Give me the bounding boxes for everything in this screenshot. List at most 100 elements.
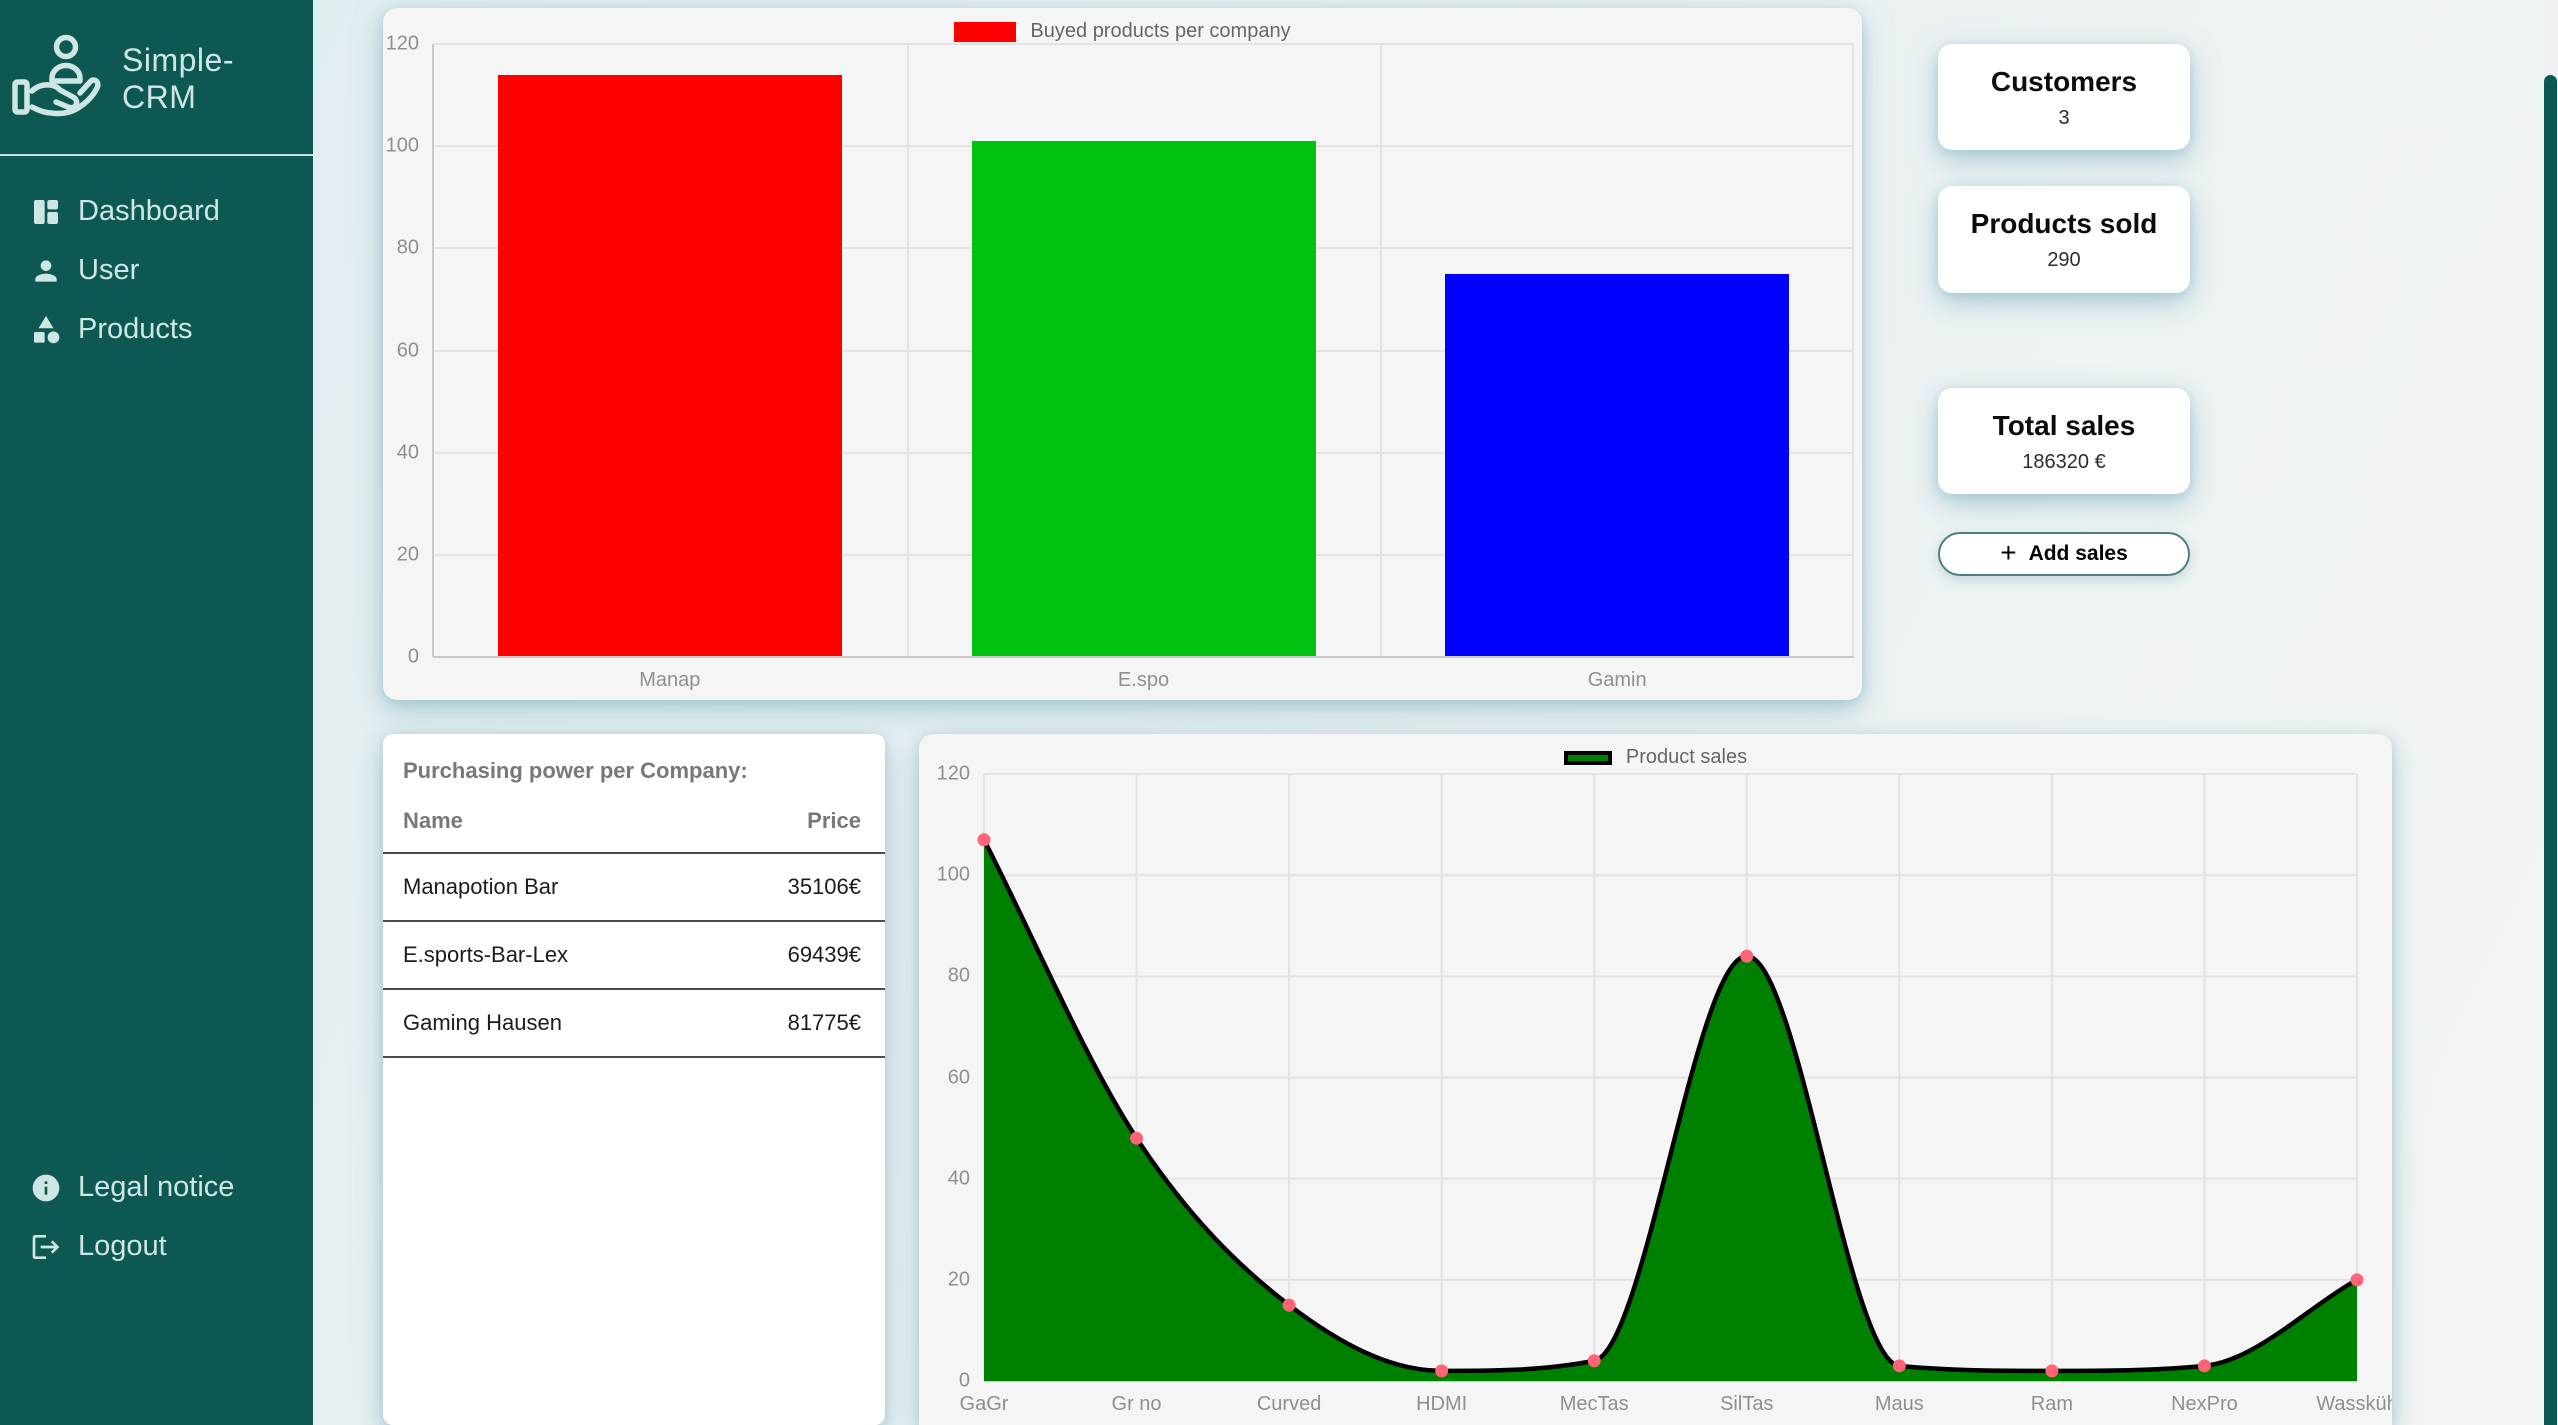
bar-manap [497, 74, 842, 657]
plot-right-border [1852, 44, 1854, 657]
stat-value: 186320 € [2022, 451, 2106, 473]
x-axis-label: Wassküh [2316, 1393, 2392, 1415]
company-name-cell: E.sports-Bar-Lex [383, 921, 703, 990]
company-name-cell: Gaming Hausen [383, 989, 703, 1058]
sidebar-item-products[interactable]: Products [0, 300, 313, 359]
sidebar-item-label: Legal notice [78, 1171, 235, 1203]
y-tick-label: 80 [396, 236, 419, 259]
data-point-wassk-h [2350, 1273, 2364, 1287]
plus-icon: + [2000, 536, 2017, 568]
sidebar-nav: Dashboard User Products [0, 156, 313, 359]
sidebar-item-label: Logout [78, 1230, 167, 1262]
sidebar-item-label: User [78, 254, 140, 286]
data-point-curved [1282, 1298, 1296, 1312]
bar-chart-plot: 0 20 40 60 80 100 120 Manap E.spo Gamin [386, 33, 1854, 691]
bar-e-spo [971, 141, 1316, 657]
sidebar-item-logout[interactable]: Logout [0, 1217, 313, 1276]
user-icon [30, 255, 62, 287]
bar-chart-card: Buyed products per company 0 20 40 60 80 100 1… [383, 8, 1862, 700]
y-tick-label: 20 [396, 543, 419, 566]
total-sales-card: Total sales 186320 € [1938, 388, 2190, 494]
y-tick-label: 100 [936, 863, 970, 886]
column-header-price: Price [702, 796, 885, 854]
line-legend-label: Product sales [1625, 746, 1748, 768]
data-point-ram [2045, 1364, 2059, 1378]
bar-gamin [1445, 273, 1790, 657]
stat-value: 3 [2058, 107, 2070, 129]
sidebar-divider [0, 154, 313, 156]
sidebar-item-user[interactable]: User [0, 241, 313, 300]
stat-value: 290 [2047, 249, 2081, 271]
y-tick-label: 0 [958, 1369, 970, 1392]
hand-person-logo-icon [10, 31, 114, 127]
x-axis-label: E.spo [1117, 669, 1170, 691]
sidebar-item-dashboard[interactable]: Dashboard [0, 182, 313, 241]
line-chart-legend[interactable]: Product sales [919, 746, 2392, 769]
x-axis-label: Gamin [1587, 669, 1647, 691]
table-header-row: Name Price [383, 796, 885, 854]
data-point-nexpro [2197, 1359, 2211, 1373]
sidebar-bottom-nav: Legal notice Logout [0, 1158, 313, 1276]
logo: Simple-CRM [0, 0, 313, 148]
x-axis-label: HDMI [1416, 1393, 1468, 1415]
stat-title: Customers [1990, 66, 2138, 97]
area-fill [984, 839, 2357, 1381]
purchasing-power-card: Purchasing power per Company: Name Price… [383, 734, 885, 1425]
line-chart-plot: 0 20 40 60 80 100 120 GaGr Gr no Curved HDMI MecTas… [937, 763, 2392, 1416]
table-title: Purchasing power per Company: [403, 758, 748, 783]
stat-title: Products sold [1970, 208, 2158, 239]
x-axis-label: Manap [639, 669, 701, 691]
bar-legend-label: Buyed products per company [1030, 20, 1291, 42]
price-cell: 35106€ [702, 853, 885, 922]
data-point-mectas [1587, 1354, 1601, 1368]
x-axis-label: GaGr [959, 1393, 1009, 1415]
legend-swatch-red [954, 21, 1017, 42]
sidebar-item-legal-notice[interactable]: Legal notice [0, 1158, 313, 1217]
add-sales-button[interactable]: + Add sales [1938, 532, 2190, 576]
price-cell: 81775€ [702, 989, 885, 1058]
data-point-hdmi [1435, 1364, 1449, 1378]
x-axis-label: Ram [2030, 1393, 2073, 1415]
scrollbar-thumb[interactable] [2544, 75, 2557, 1425]
stat-title: Total sales [1992, 410, 2136, 441]
y-tick-label: 60 [947, 1066, 970, 1088]
data-point-gagr [977, 833, 991, 847]
data-point-gr-no [1130, 1131, 1144, 1145]
x-axis-label: SilTas [1720, 1393, 1774, 1415]
dashboard-icon [30, 196, 62, 228]
column-header-name: Name [383, 796, 703, 854]
info-icon [30, 1172, 62, 1204]
y-tick-label: 60 [396, 339, 419, 361]
bar-chart-legend[interactable]: Buyed products per company [383, 20, 1862, 43]
price-cell: 69439€ [702, 921, 885, 990]
gridline-y-120 [433, 43, 1854, 45]
purchasing-power-table: Name Price Manapotion Bar 35106€ E.sports-… [383, 796, 885, 1058]
table-row: Manapotion Bar 35106€ [383, 853, 885, 922]
app-title: Simple-CRM [122, 42, 234, 115]
legend-swatch-green [1563, 750, 1612, 765]
x-axis-label: MecTas [1559, 1393, 1629, 1415]
y-tick-label: 80 [947, 964, 970, 987]
add-sales-label: Add sales [2028, 542, 2128, 565]
y-axis-line [432, 44, 434, 657]
line-chart-svg [977, 773, 2364, 1382]
y-tick-label: 100 [385, 134, 419, 157]
y-tick-label: 40 [947, 1167, 970, 1190]
y-tick-label: 40 [396, 441, 419, 464]
data-point-siltas [1740, 949, 1754, 963]
x-axis-label: NexPro [2171, 1393, 2238, 1415]
sidebar-item-label: Products [78, 313, 193, 345]
x-axis-label: Curved [1256, 1393, 1322, 1415]
x-axis-label: Gr no [1111, 1393, 1162, 1415]
y-tick-label: 0 [407, 645, 419, 668]
y-tick-label: 20 [947, 1268, 970, 1291]
column-separator [906, 44, 909, 657]
series-line [981, 838, 2359, 1374]
gridline-y-0 [433, 656, 1854, 658]
sidebar-item-label: Dashboard [78, 195, 220, 227]
table-row: E.sports-Bar-Lex 69439€ [383, 921, 885, 990]
data-point-maus [1892, 1359, 1906, 1373]
table-row: Gaming Hausen 81775€ [383, 989, 885, 1058]
logout-icon [30, 1231, 62, 1263]
sidebar: Simple-CRM Dashboard User Products Legal n… [0, 0, 313, 1425]
